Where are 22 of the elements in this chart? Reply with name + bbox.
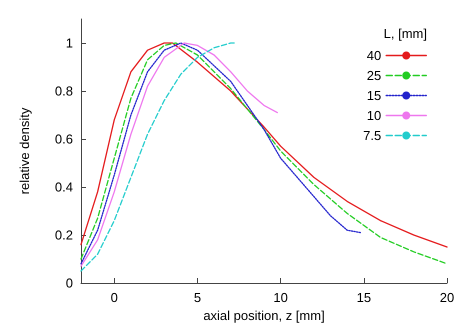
legend-label: 15: [366, 88, 382, 103]
legend-label: 25: [366, 68, 382, 83]
x-tick-label: 0: [110, 290, 118, 305]
x-tick-label: 5: [194, 290, 202, 305]
legend-label: 7.5: [363, 128, 382, 143]
x-axis-title: axial position, z [mm]: [203, 308, 325, 323]
legend-title: L, [mm]: [384, 26, 428, 41]
x-tick-label: 20: [440, 290, 454, 305]
x-tick-label: 10: [273, 290, 288, 305]
y-tick-label: 0.2: [54, 228, 73, 242]
y-tick-label: 0: [66, 276, 73, 290]
line-series: [80, 42, 362, 264]
y-tick-label: 0.8: [54, 84, 73, 98]
y-tick-label: 1: [66, 36, 73, 50]
legend-label: 10: [366, 108, 382, 123]
y-tick-label: 0.6: [54, 132, 73, 146]
line-series: [80, 42, 236, 272]
y-tick-label: 0.4: [54, 180, 73, 194]
line-series: [80, 42, 278, 267]
y-axis-title: relative density: [17, 107, 32, 194]
legend-label: 40: [366, 48, 382, 63]
x-tick-label: 15: [356, 290, 372, 305]
